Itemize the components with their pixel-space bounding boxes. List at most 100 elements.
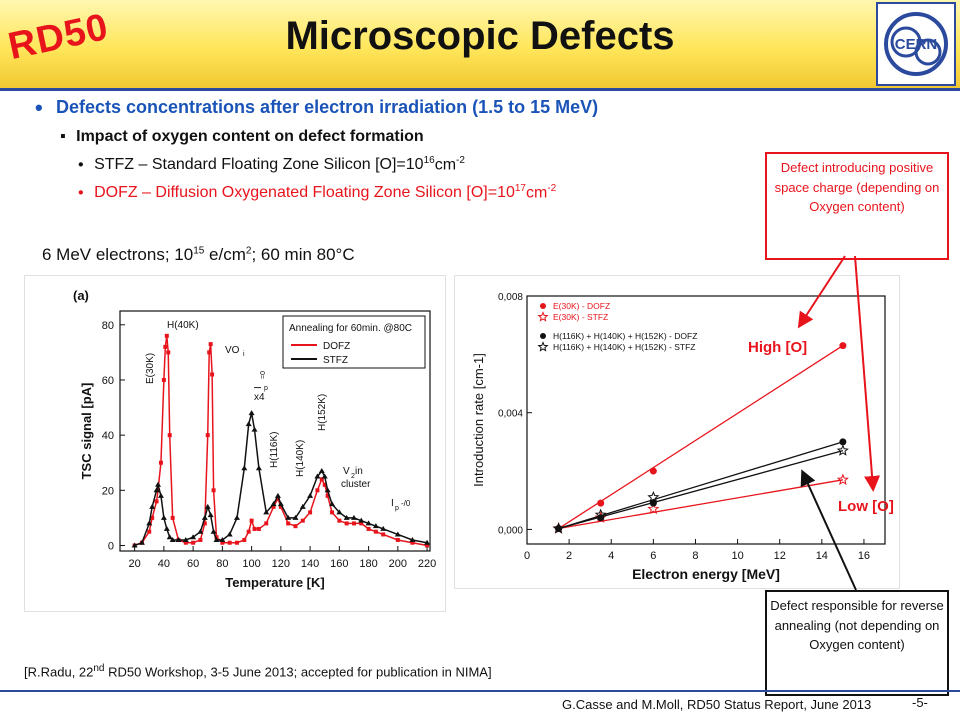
data-point: [358, 517, 365, 523]
square-bullet-icon: ▪: [60, 128, 66, 145]
data-point: [160, 514, 167, 520]
x-tick-label: 0: [524, 550, 530, 562]
dofz-bullet: • DOFZ – Diffusion Oxygenated Floating Z…: [78, 183, 557, 202]
data-point: [220, 540, 225, 545]
data-point: [138, 539, 145, 545]
ip-minus-subscript: p: [395, 505, 399, 512]
x-tick-label: 220: [418, 558, 436, 570]
data-point: [207, 512, 214, 518]
data-point: [158, 460, 163, 465]
x-tick-label: 2: [566, 550, 572, 562]
bullet-dot-icon: •: [78, 184, 84, 202]
introduction-rate-panel: 0 2 4 6 8 10 12 14 16 0,000 0,004 0,008 Electron ene…: [454, 275, 900, 589]
data-point: [365, 520, 372, 526]
introduction-rate-chart: 0 2 4 6 8 10 12 14 16 0,000 0,004 0,008 Electron ene…: [471, 292, 886, 582]
data-point: [154, 499, 159, 504]
data-point: [207, 350, 212, 355]
ip-subscript: p: [264, 385, 268, 392]
e30k-label: E(30K): [145, 353, 156, 384]
y-axis-label: Introduction rate [cm-1]: [471, 353, 486, 487]
data-point: [198, 537, 203, 542]
data-point: [394, 531, 401, 537]
vo-label: VO: [225, 345, 240, 356]
x-tick-label: 10: [731, 550, 743, 562]
x-tick-label: 140: [301, 558, 319, 570]
legend-label: STFZ: [323, 355, 348, 366]
v2-label: V: [343, 466, 350, 477]
data-point: [208, 342, 213, 347]
data-point: [344, 521, 349, 526]
data-point: [292, 514, 299, 520]
legend-title: Annealing for 60min. @80C: [289, 323, 412, 334]
data-point: [164, 333, 169, 338]
page-title: Microscopic Defects: [285, 14, 675, 58]
footer-text: G.Casse and M.Moll, RD50 Status Report, …: [562, 697, 872, 712]
data-point: [252, 526, 257, 531]
data-point: [191, 540, 196, 545]
y-tick-label: 60: [102, 375, 114, 387]
vo-subscript: i: [243, 351, 245, 358]
data-point: [255, 465, 262, 471]
tsc-spectrum-panel: 20 40 60 80 100 120 140 160 180 200 220 0 20 40 60 80 Te…: [24, 275, 446, 612]
x-tick-label: 100: [242, 558, 260, 570]
legend-swatch: [537, 341, 549, 352]
black-callout: Defect responsible for reverse annealing…: [765, 590, 949, 696]
data-point: [594, 508, 607, 520]
y-tick-label: 0,000: [498, 525, 523, 536]
data-point: [647, 502, 660, 515]
x-tick-label: 12: [774, 550, 786, 562]
high-o-label: High [O]: [748, 339, 808, 356]
tsc-spectrum-chart: 20 40 60 80 100 120 140 160 180 200 220 0 20 40 60 80 Te…: [73, 288, 436, 590]
data-point: [182, 536, 189, 542]
fit-line: [558, 441, 844, 530]
arrow-to-h-defect: [800, 469, 857, 591]
data-point: [190, 534, 197, 540]
bullet-dot-icon: •: [35, 95, 43, 120]
data-point: [270, 501, 277, 507]
legend-swatch: [540, 303, 546, 309]
data-point: [836, 473, 849, 485]
x-tick-label: 80: [216, 558, 228, 570]
x-tick-label: 4: [608, 550, 614, 562]
data-point: [839, 438, 847, 446]
data-point: [307, 492, 314, 498]
cern-logo: CERN: [876, 2, 956, 86]
data-point: [233, 514, 240, 520]
data-point: [381, 532, 386, 537]
bullet-dot-icon: •: [78, 156, 84, 174]
stfz-bullet: • STFZ – Standard Floating Zone Silicon …: [78, 155, 465, 174]
y-tick-label: 0,004: [498, 409, 523, 420]
data-point: [839, 342, 847, 350]
v2-subscript: 2: [351, 473, 355, 480]
data-point: [147, 529, 152, 534]
data-point: [201, 514, 208, 520]
data-point: [213, 536, 220, 542]
data-point: [299, 503, 306, 509]
legend-label: H(116K) + H(140K) + H(152K) - STFZ: [553, 342, 696, 352]
data-point: [197, 528, 204, 534]
data-point: [163, 344, 168, 349]
arrow-to-low-o: [854, 255, 881, 492]
data-point: [337, 518, 342, 523]
legend-swatch: [540, 333, 546, 339]
data-point: [211, 488, 216, 493]
data-point: [227, 540, 232, 545]
data-point: [271, 504, 276, 509]
data-point: [131, 542, 138, 548]
data-point: [205, 433, 210, 438]
x-tick-label: 40: [158, 558, 170, 570]
main-bullet-text: Defects concentrations after electron ir…: [56, 97, 599, 117]
data-point: [202, 521, 207, 526]
data-point: [166, 534, 173, 540]
data-point: [249, 518, 254, 523]
legend-label: H(116K) + H(140K) + H(152K) - DOFZ: [553, 331, 697, 341]
data-point: [286, 521, 291, 526]
data-point: [245, 421, 252, 427]
x-tick-label: 20: [128, 558, 140, 570]
data-point: [649, 467, 657, 475]
plot-frame: [526, 295, 886, 545]
reference: [R.Radu, 22nd RD50 Workshop, 3-5 June 20…: [24, 663, 492, 680]
h152k-label: H(152K): [317, 394, 328, 431]
v2-in-label: in: [355, 466, 363, 477]
data-point: [163, 525, 170, 531]
